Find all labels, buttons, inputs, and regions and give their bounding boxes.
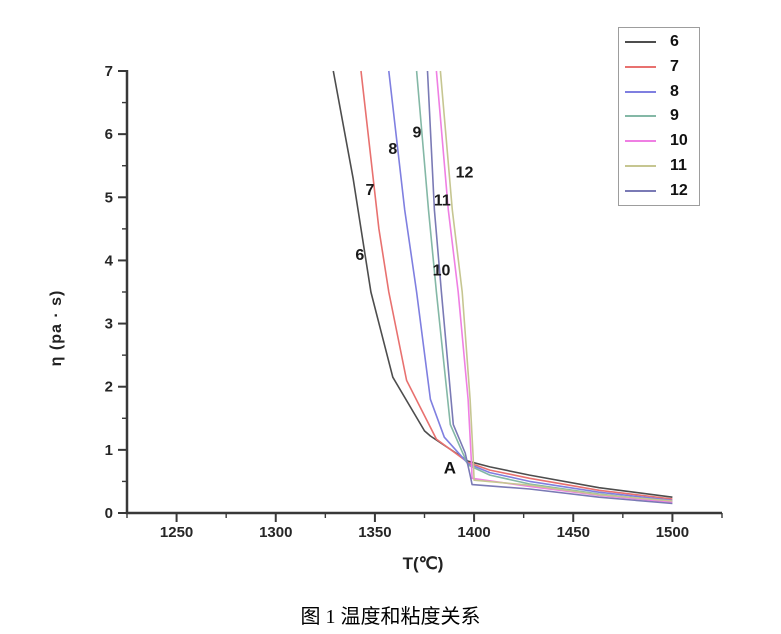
series-line-11 [439,70,673,502]
legend-line-sample [625,164,656,167]
legend-item-11: 11 [619,154,699,178]
x-tick-label: 1300 [259,524,292,541]
legend-entry-label: 12 [670,181,688,199]
legend-item-9: 9 [619,104,699,128]
legend-line-sample [625,66,656,69]
legend-entry-label: 7 [670,58,679,76]
curve-label-6: 6 [355,247,364,264]
x-tick-label: 1400 [457,524,490,541]
legend-entry-label: 11 [670,156,687,174]
legend-entry-label: 9 [670,107,679,125]
series-line-6 [332,70,673,498]
legend-entry-label: 6 [670,33,679,51]
legend-line-sample [625,189,656,192]
series-line-7 [360,70,673,500]
curve-label-8: 8 [388,141,397,158]
y-tick-label: 4 [105,252,114,269]
figure-caption: 图 1 温度和粘度关系 [300,606,481,628]
legend-entry-label: 10 [670,132,688,150]
legend-item-7: 7 [619,55,699,79]
x-tick-label: 1450 [557,524,590,541]
series-line-8 [388,70,673,502]
curve-label-11: 11 [434,192,451,209]
y-axis-label: η (pa · s) [48,289,65,367]
y-tick-label: 3 [105,316,113,333]
legend-item-10: 10 [619,129,699,153]
series-line-10 [435,70,673,504]
legend-line-sample [625,41,656,44]
viscosity-temperature-chart: 1250 1300 1350 1400 1450 15000123456767891011… [105,63,723,541]
legend: 6 7 8 9 10 11 12 [618,27,700,206]
x-axis-label: T(℃) [402,554,444,573]
series-line-9 [415,70,673,503]
curve-label-7: 7 [366,182,375,199]
x-tick-label: 1250 [160,524,193,541]
y-tick-label: 1 [105,442,113,459]
y-tick-label: 0 [105,505,113,522]
legend-line-sample [625,140,656,143]
y-tick-label: 5 [105,189,113,206]
legend-item-8: 8 [619,80,699,104]
curve-label-9: 9 [413,125,422,142]
x-tick-label: 1350 [358,524,391,541]
curve-label-12: 12 [456,165,474,182]
series-line-12 [426,70,673,505]
curve-label-10: 10 [433,262,451,279]
legend-item-6: 6 [619,30,699,54]
y-tick-label: 2 [105,379,113,396]
legend-item-12: 12 [619,179,699,203]
y-tick-label: 6 [105,126,113,143]
legend-line-sample [625,115,656,118]
legend-line-sample [625,90,656,93]
curve-label-A: A [444,459,456,478]
x-tick-label: 1500 [656,524,689,541]
y-tick-label: 7 [105,63,113,80]
legend-entry-label: 8 [670,82,679,100]
